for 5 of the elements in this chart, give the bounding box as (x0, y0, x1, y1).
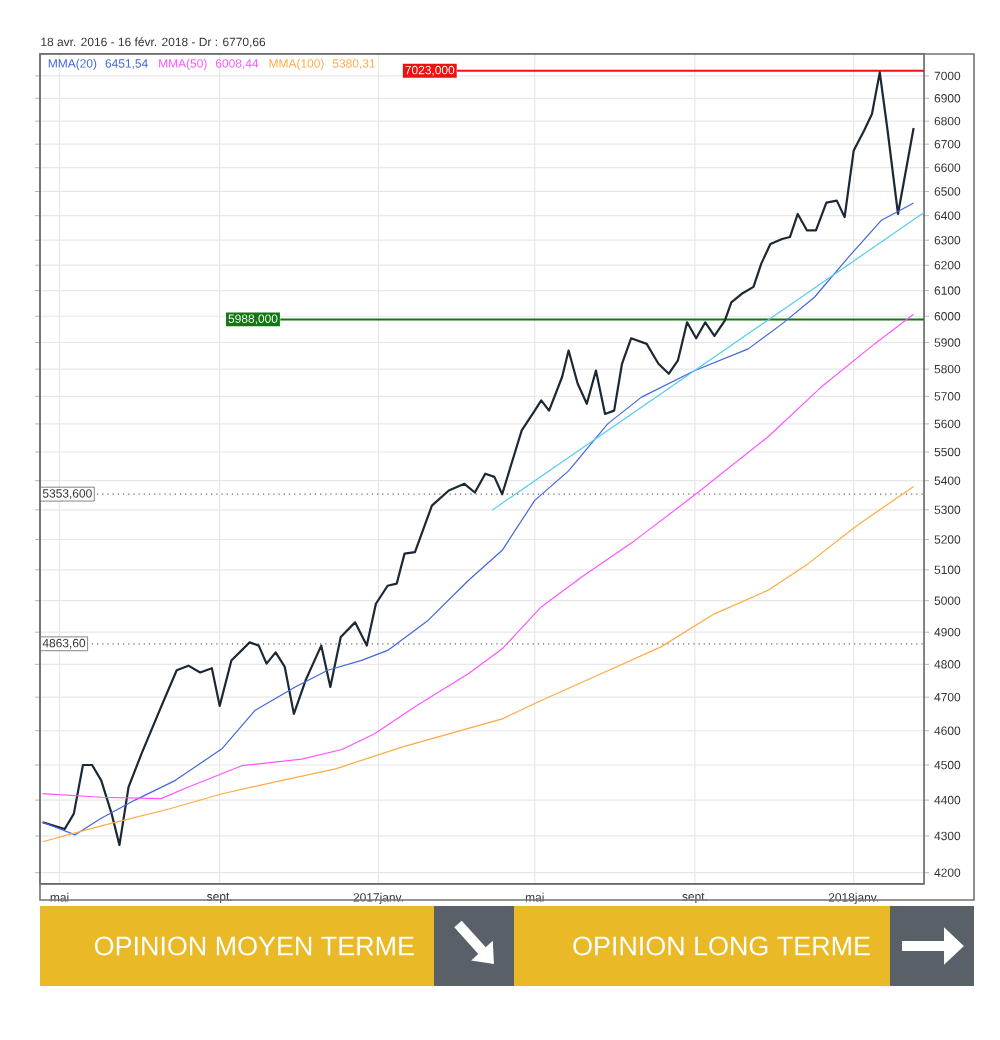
text: OPINION LONG TERME (573, 936, 870, 956)
line-series (42, 202, 915, 836)
line-series (42, 313, 915, 800)
text: OPINION MOYEN TERME (94, 936, 414, 956)
line-series (42, 485, 915, 843)
